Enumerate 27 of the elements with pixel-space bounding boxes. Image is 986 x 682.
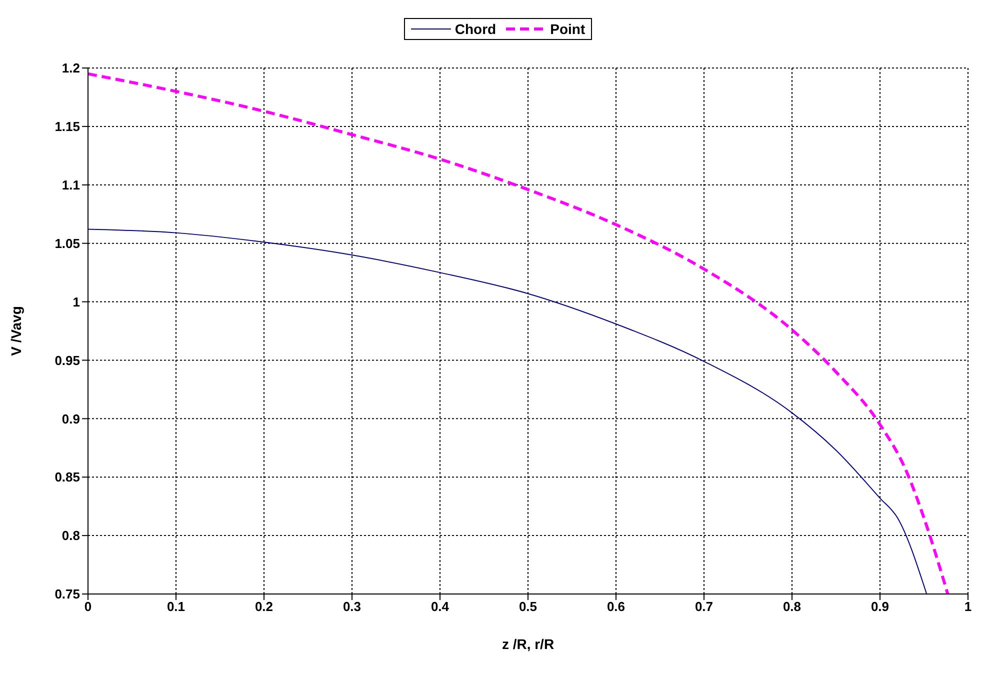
x-tick-label: 0.2 <box>254 599 274 614</box>
y-tick-label: 1.1 <box>62 178 80 193</box>
y-tick-label: 0.8 <box>62 528 80 544</box>
y-tick-label: 1.15 <box>54 119 80 134</box>
x-tick-label: 0.7 <box>694 599 714 614</box>
y-tick-label: 0.75 <box>54 586 80 602</box>
x-tick-label: 0.3 <box>342 599 362 614</box>
legend-label: Chord <box>454 21 496 37</box>
x-tick-label: 1 <box>964 599 972 614</box>
y-tick-label: 1.05 <box>54 236 80 251</box>
x-tick-label: 0.9 <box>870 599 890 614</box>
x-tick-label: 0.1 <box>166 599 186 614</box>
y-axis-title: V /Vavg <box>8 306 24 356</box>
y-tick-label: 0.9 <box>62 411 80 426</box>
y-tick-label: 1.2 <box>62 60 80 76</box>
x-tick-label: 0 <box>84 599 92 614</box>
y-tick-label: 0.85 <box>54 470 80 485</box>
x-tick-label: 0.6 <box>606 599 626 614</box>
legend-label: Point <box>550 21 586 37</box>
x-tick-label: 0.5 <box>518 599 538 614</box>
x-tick-label: 0.4 <box>430 599 450 614</box>
line-series <box>88 72 950 594</box>
y-tick-label: 1 <box>72 294 80 310</box>
y-tick-label: 0.95 <box>54 352 80 368</box>
x-tick-label: 0.8 <box>782 599 802 614</box>
x-axis-title: z /R, r/R <box>502 636 554 652</box>
line-series <box>88 228 928 594</box>
